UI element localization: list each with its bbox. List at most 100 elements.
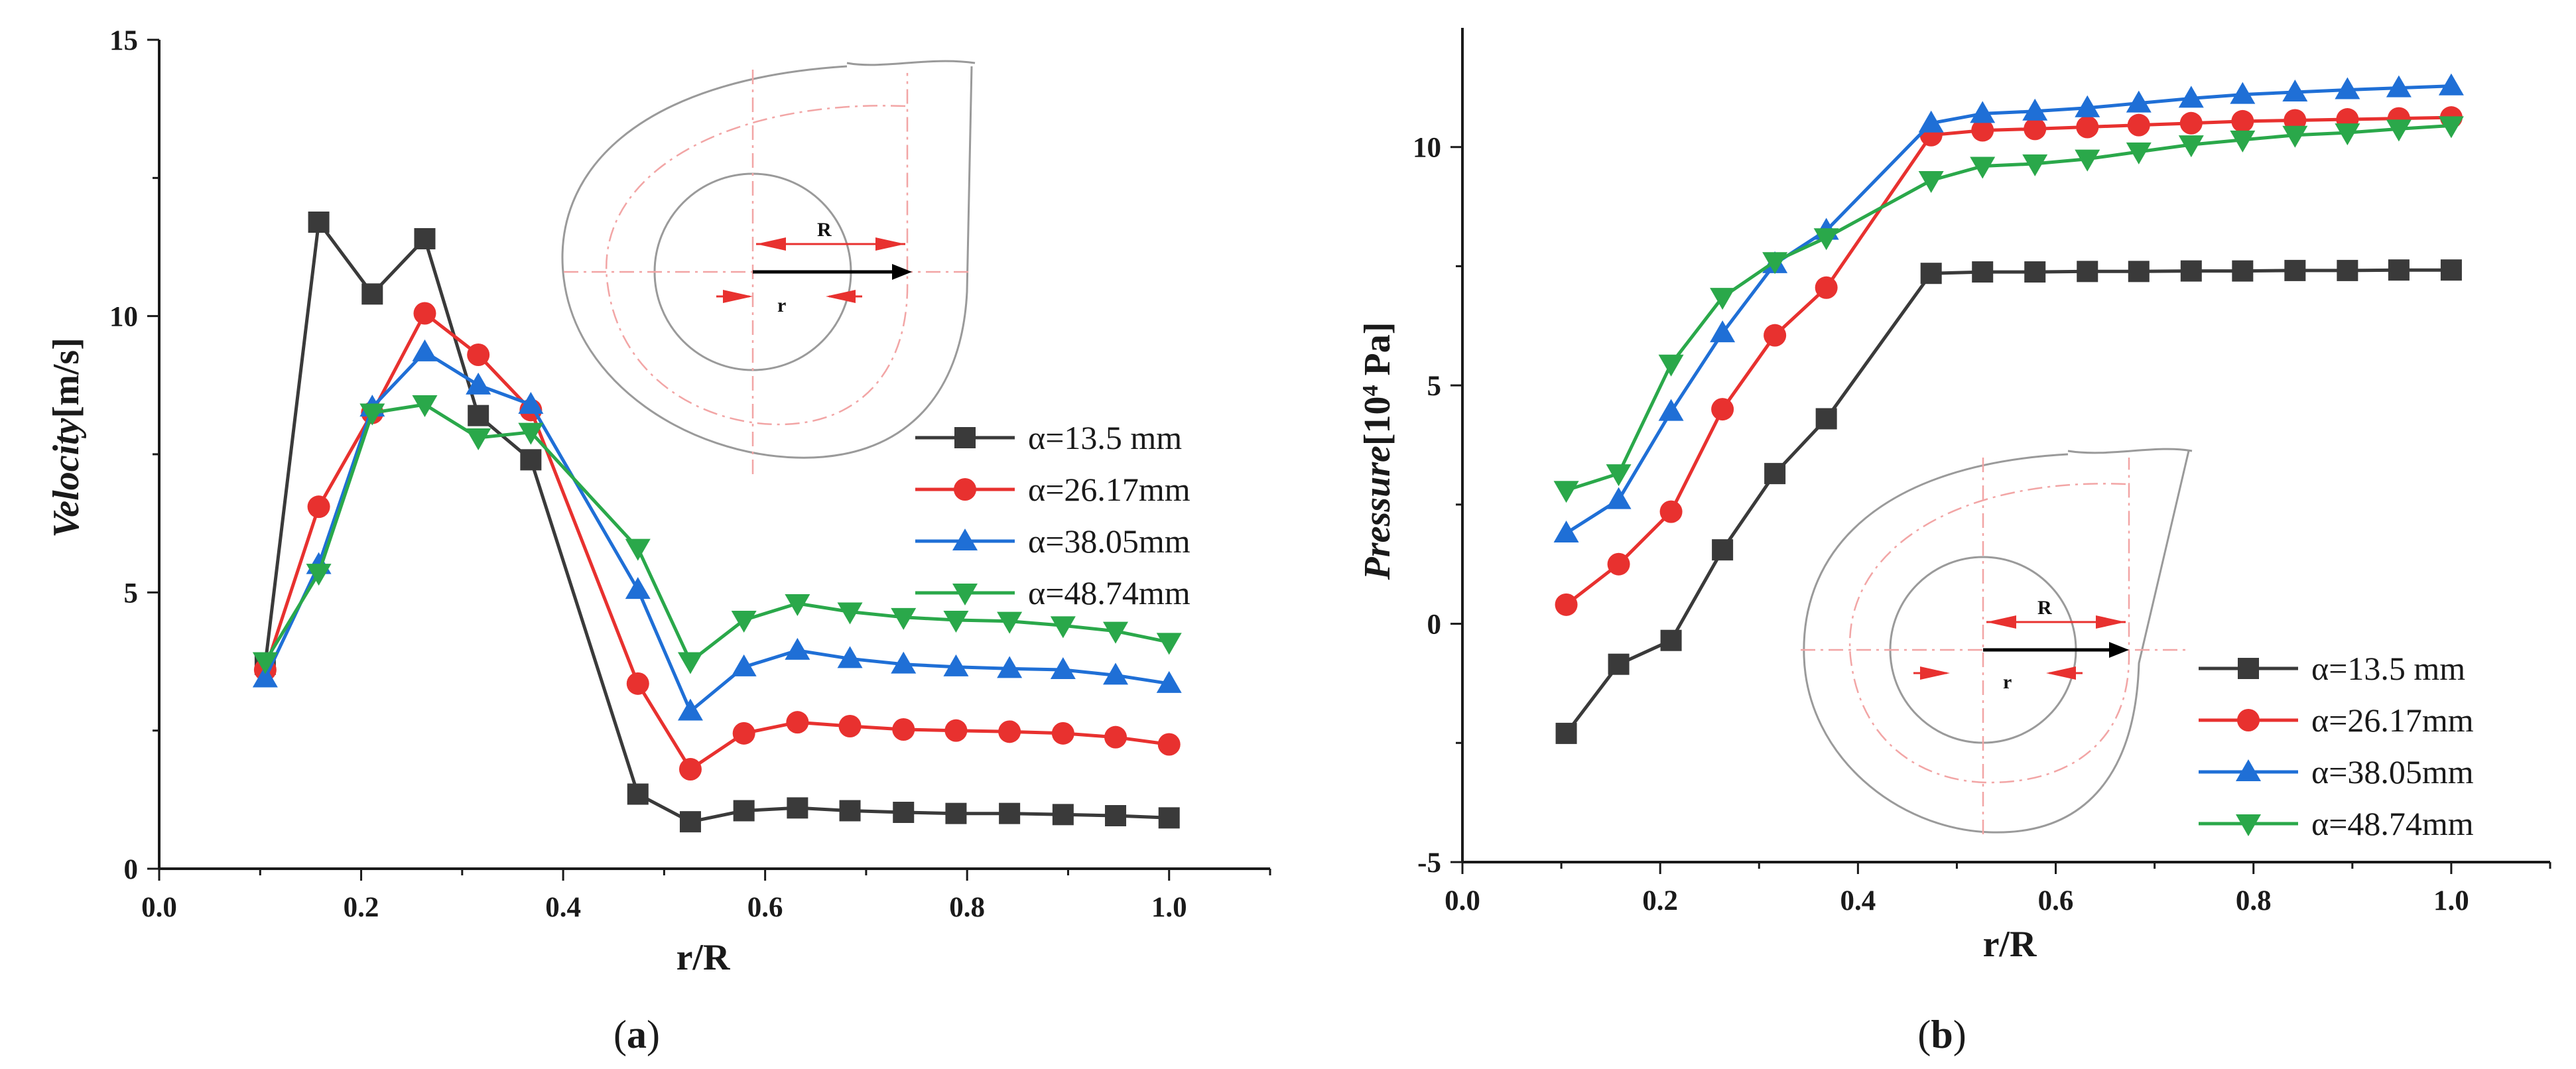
velocity-series [252, 212, 1182, 833]
pressure-data-point [2178, 86, 2204, 108]
panel-label-b-letter: b [1931, 1013, 1953, 1056]
pressure-x-tick-label: 1.0 [2433, 885, 2469, 916]
velocity-y-tick-label: 5 [124, 578, 139, 609]
velocity-legend-label: α=13.5 mm [1028, 419, 1182, 456]
velocity-x-tick-label: 0.6 [747, 892, 783, 923]
pressure-data-point [2178, 135, 2204, 158]
velocity-data-point [467, 344, 490, 366]
velocity-data-point [944, 719, 968, 742]
velocity-series-2 [253, 302, 1181, 781]
pressure-legend-marker [2236, 814, 2261, 836]
velocity-series-1 [254, 212, 1180, 833]
velocity-x-axis-label: r/R [676, 937, 730, 978]
velocity-data-point [518, 392, 544, 414]
velocity-legend-item: α=48.74mm [915, 574, 1191, 611]
pressure-legend-label: α=48.74mm [2311, 805, 2474, 842]
volute-outline-b [1803, 450, 2190, 834]
pressure-series-4 [1553, 116, 2464, 503]
velocity-data-point [412, 339, 438, 361]
pressure-data-point [2024, 261, 2046, 283]
pressure-data-point [2284, 259, 2306, 281]
pressure-x-tick-label: 0.2 [1642, 885, 1678, 916]
pressure-x-tick-label: 0.8 [2236, 885, 2272, 916]
velocity-x-tick-label: 0.4 [545, 892, 581, 923]
pressure-data-point [1815, 276, 1838, 299]
volute-top-flange-b [2067, 448, 2193, 454]
pressure-data-point [2335, 123, 2360, 146]
pressure-data-point [2337, 259, 2358, 281]
velocity-data-point [1103, 662, 1129, 685]
velocity-data-point [732, 722, 755, 745]
velocity-x-tick-label: 0.2 [344, 892, 379, 923]
velocity-data-point [733, 800, 755, 822]
pressure-x-tick-label: 0.6 [2038, 885, 2074, 916]
pressure-data-point [2231, 109, 2254, 133]
radius-arrow-head [892, 264, 912, 280]
velocity-data-point [252, 652, 278, 674]
volute-outline [561, 65, 973, 459]
velocity-y-label-name: Velocity [46, 417, 87, 538]
velocity-data-point [678, 758, 702, 781]
pressure-data-point [2386, 75, 2412, 97]
velocity-y-ticks: 0 5 10 15 [109, 25, 159, 885]
pressure-data-point [1815, 408, 1837, 430]
r-label-b: r [2003, 671, 2012, 693]
velocity-y-label-unit: [m/s] [46, 338, 87, 418]
pressure-data-point [2180, 260, 2202, 282]
velocity-data-point [306, 564, 332, 586]
volute-top-flange [846, 60, 976, 66]
velocity-data-point [1104, 725, 1127, 749]
pressure-data-point [1764, 463, 1786, 485]
velocity-data-point [837, 602, 863, 625]
velocity-data-point [731, 611, 757, 633]
pressure-data-point [2386, 119, 2412, 142]
pressure-data-point [1970, 101, 1996, 123]
velocity-data-point [1051, 722, 1074, 745]
velocity-legend-item: α=26.17mm [915, 471, 1191, 508]
pressure-data-point [2438, 73, 2464, 95]
velocity-legend-marker [954, 478, 976, 501]
velocity-data-point [520, 449, 542, 471]
velocity-data-point [413, 302, 436, 325]
pressure-data-point [2126, 142, 2152, 164]
pressure-legend-item: α=48.74mm [2199, 805, 2474, 842]
velocity-data-point [892, 718, 915, 741]
pressure-y-ticks: -5 0 5 10 [1413, 133, 1462, 879]
pressure-data-point [1970, 157, 1996, 179]
r-label: r [777, 294, 786, 316]
pressure-data-point [1608, 653, 1630, 675]
pressure-x-tick-label: 0.4 [1840, 885, 1876, 916]
velocity-x-tick-label: 0.8 [949, 892, 985, 923]
pressure-legend-marker [2238, 658, 2259, 679]
pressure-data-point [1918, 171, 1944, 194]
pressure-legend-label: α=38.05mm [2311, 753, 2474, 790]
volute-inner-dashdot [605, 73, 909, 426]
R-label: R [817, 219, 832, 241]
pressure-data-point [2232, 260, 2254, 282]
velocity-data-point [308, 212, 330, 233]
velocity-data-point [999, 802, 1021, 824]
pressure-data-point [2075, 149, 2100, 172]
pressure-data-point [1710, 320, 1736, 343]
velocity-data-point [518, 422, 544, 445]
velocity-data-point [677, 652, 703, 674]
pressure-data-point [2075, 95, 2100, 117]
r-arrow-left [723, 290, 753, 303]
pressure-data-point [2024, 117, 2047, 141]
pressure-data-point [1813, 228, 1839, 251]
r-arrow-right [826, 290, 856, 303]
velocity-legend-label: α=48.74mm [1028, 574, 1191, 611]
pressure-data-point [1710, 288, 1736, 310]
pressure-y-label-unit-sup: 4 [1358, 385, 1383, 396]
pressure-data-point [2230, 130, 2256, 153]
pressure-data-point [2335, 77, 2360, 99]
pressure-axes-frame [1461, 28, 2550, 863]
pressure-data-point [1606, 487, 1632, 509]
velocity-data-point [731, 654, 757, 676]
R-arrow-right-b [2096, 615, 2126, 629]
pressure-data-point [2127, 113, 2150, 137]
pressure-legend-label: α=26.17mm [2311, 702, 2474, 739]
